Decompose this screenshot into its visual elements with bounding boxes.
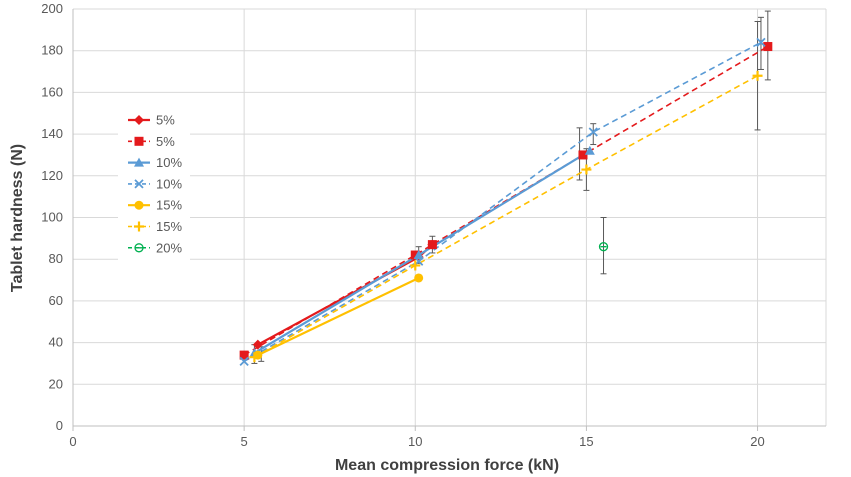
data-point [239,356,249,367]
y-tick-label: 0 [56,418,63,433]
y-tick-label: 20 [49,376,63,391]
data-point [249,352,260,363]
legend-marker [134,179,144,189]
legend-marker [134,157,144,167]
y-tick-label: 160 [41,84,63,99]
x-tick-label: 5 [241,434,248,449]
data-point [413,250,424,260]
tick-labels: 0 20 40 60 80 100 120 140 160 180 200 0 5 10 15 20 [41,1,764,449]
data-point [752,70,763,81]
legend-marker [134,200,144,210]
legend-label: 5% [156,134,175,149]
y-tick-label: 100 [41,210,63,225]
data-point [239,350,249,360]
y-tick-label: 140 [41,126,63,141]
x-tick-label: 0 [69,434,76,449]
data-point [578,150,588,160]
data-point [427,240,437,250]
series-line [254,75,758,358]
legend-marker [134,115,144,125]
x-tick-label: 20 [750,434,764,449]
x-tick-label: 15 [579,434,593,449]
legend-label: 15% [156,219,182,234]
data-point [252,339,263,350]
y-tick-label: 80 [49,251,63,266]
y-tick-label: 200 [41,1,63,16]
data-point [588,127,598,137]
data-point [581,164,592,175]
data-point [410,250,420,260]
series-line [243,41,762,363]
y-tick-label: 180 [41,43,63,58]
data-point [756,37,766,47]
legend-marker [134,136,144,146]
legend-marker [134,243,144,253]
x-axis-title: Mean compression force (kN) [335,457,559,474]
y-tick-label: 40 [49,335,63,350]
legend-label: 10% [156,155,182,170]
legend-label: 20% [156,240,182,255]
y-tick-label: 60 [49,293,63,308]
legend-label: 5% [156,113,175,128]
data-point [410,260,421,271]
y-axis-title: Tablet hardness (N) [9,144,26,292]
y-tick-label: 120 [41,168,63,183]
legend-marker [134,221,144,232]
data-point [414,273,424,283]
axes [72,9,826,431]
legend-label: 15% [156,198,182,213]
data-point [584,145,595,155]
data-point [598,242,609,252]
data-point [763,42,773,52]
x-tick-label: 10 [408,434,422,449]
legend: 5% 5% 10% 10% 15% 15% 20% [118,104,190,264]
series-line [257,276,420,357]
series-line [243,45,769,356]
legend-label: 10% [156,176,182,191]
series-markers [239,37,773,367]
